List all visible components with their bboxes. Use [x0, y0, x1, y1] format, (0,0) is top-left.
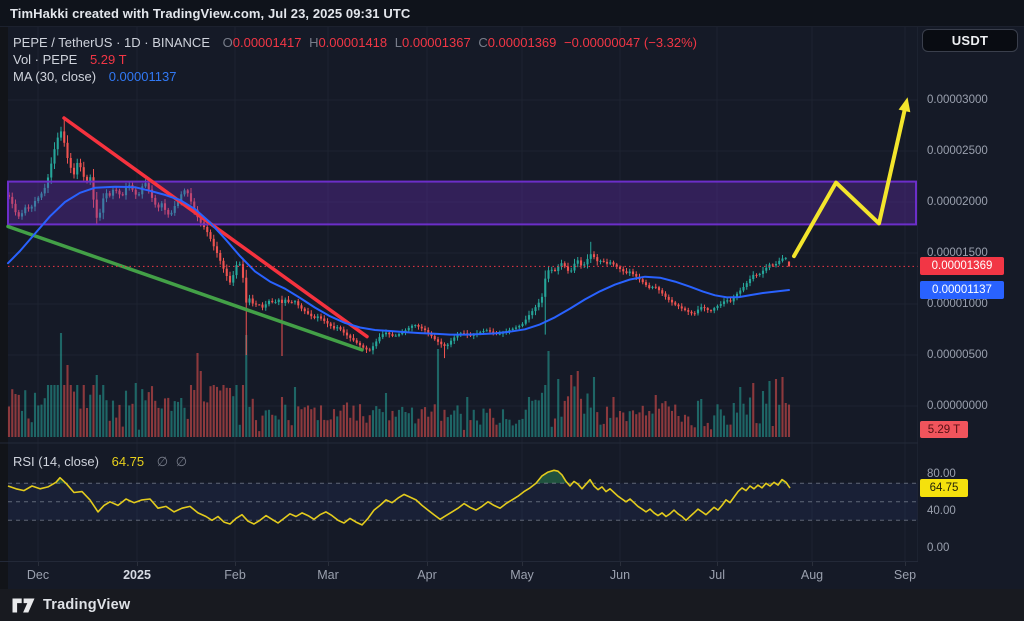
close-label: C [478, 35, 488, 50]
ma-label: MA (30, close) [13, 69, 97, 84]
volume-legend: Vol · PEPE 5.29 T [13, 52, 127, 67]
chart-area[interactable]: PEPE / TetherUS · 1D · BINANCE O0.000014… [0, 27, 1024, 589]
price-axis[interactable]: 0.00003000 0.00002500 0.00002000 0.00001500… [918, 27, 1024, 561]
time-tick-label: Aug [800, 568, 824, 582]
price-tick-label: 0.00002000 [927, 196, 988, 208]
footer-bar: TradingView [0, 589, 1024, 621]
open-label: O [222, 35, 233, 50]
close-value: 0.00001369 [487, 35, 557, 50]
time-axis[interactable]: Dec 2025 Feb Mar Apr May Jun Jul Aug Sep [0, 561, 918, 589]
rsi-value-badge: 64.75 [920, 479, 968, 497]
tradingview-brand-text[interactable]: TradingView [43, 597, 131, 613]
time-tick-mark [620, 562, 621, 566]
rsi-source-icon: ∅ [156, 454, 169, 469]
rsi-tick-label: 0.00 [927, 542, 950, 554]
attribution-text: TimHakki created with TradingView.com, J… [10, 5, 411, 21]
resistance-zone-box [7, 180, 917, 226]
ma-value: 0.00001137 [108, 69, 177, 84]
time-tick-mark [38, 562, 39, 566]
low-value: 0.00001367 [402, 35, 471, 50]
time-tick-label: Dec [26, 568, 50, 582]
low-label: L [394, 35, 402, 50]
volume-value-badge: 5.29 T [920, 421, 968, 438]
price-tick-label: 0.00000000 [927, 400, 988, 412]
left-margin-strip [0, 27, 8, 589]
time-tick-label: Feb [224, 568, 246, 582]
high-label: H [309, 35, 319, 50]
price-tick-label: 0.00000500 [927, 349, 988, 361]
rsi-tick-label: 80.00 [927, 468, 956, 480]
time-tick-mark [905, 562, 906, 566]
time-tick-mark [717, 562, 718, 566]
open-value: 0.00001417 [232, 35, 302, 50]
rsi-settings-icon: ∅ [175, 454, 188, 469]
rsi-label: RSI (14, close) [13, 454, 99, 469]
price-tick-label: 0.00002500 [927, 145, 988, 157]
rsi-line [7, 469, 791, 526]
ma-value-badge: 0.00001137 [920, 281, 1004, 299]
price-tick-label: 0.00001500 [927, 247, 988, 259]
green-trendline [6, 224, 364, 352]
volume-bars [7, 333, 791, 437]
rsi-value: 64.75 [111, 454, 145, 469]
rsi-legend: RSI (14, close) 64.75 ∅ ∅ [13, 454, 187, 470]
price-tick-label: 0.00001000 [927, 298, 988, 310]
time-tick-label: May [510, 568, 534, 582]
time-tick-label: 2025 [123, 568, 151, 582]
ma30-line [7, 185, 790, 336]
time-tick-mark [235, 562, 236, 566]
ma-legend: MA (30, close) 0.00001137 [13, 69, 176, 84]
currency-toggle-button[interactable]: USDT [922, 29, 1018, 52]
tradingview-logo-icon[interactable] [12, 598, 35, 613]
symbol-title: PEPE / TetherUS · 1D · BINANCE [13, 35, 210, 50]
time-tick-mark [328, 562, 329, 566]
attribution-bar: TimHakki created with TradingView.com, J… [0, 0, 1024, 27]
time-tick-label: Apr [417, 568, 437, 582]
symbol-legend: PEPE / TetherUS · 1D · BINANCE O0.000014… [13, 35, 697, 50]
projection-arrow [792, 97, 911, 259]
high-value: 0.00001418 [318, 35, 388, 50]
time-tick-mark [137, 562, 138, 566]
time-tick-mark [812, 562, 813, 566]
current-price-badge: 0.00001369 [920, 257, 1004, 275]
time-tick-label: Mar [317, 568, 339, 582]
volume-label: Vol · PEPE [13, 52, 78, 67]
price-chart-plot[interactable] [0, 27, 918, 561]
price-tick-label: 0.00003000 [927, 94, 988, 106]
time-tick-label: Jul [709, 568, 725, 582]
time-tick-label: Sep [893, 568, 917, 582]
change-value: −0.00000047 (−3.32%) [564, 35, 698, 50]
time-tick-mark [427, 562, 428, 566]
time-tick-label: Jun [609, 568, 631, 582]
time-tick-mark [522, 562, 523, 566]
rsi-tick-label: 40.00 [927, 505, 956, 517]
candles-layer [7, 118, 791, 359]
volume-value: 5.29 T [89, 52, 127, 67]
